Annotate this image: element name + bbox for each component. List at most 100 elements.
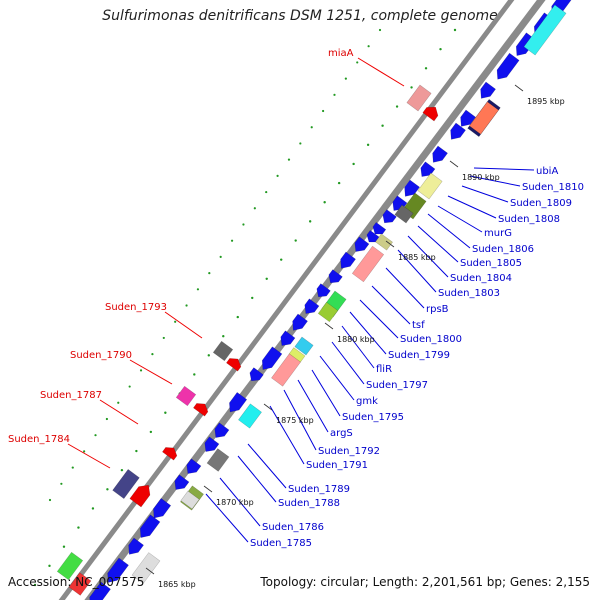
gc-dot-9: [323, 201, 326, 204]
gene-blue-5: [460, 109, 476, 127]
gene-green-2: [56, 551, 84, 581]
gc-dot-21: [149, 430, 153, 434]
label-blue-argS: argS: [330, 428, 353, 439]
gc-dot-outer-10: [265, 190, 268, 194]
gc-dot-3: [410, 86, 413, 89]
gc-dot-0: [453, 28, 457, 32]
gene-blue-21: [261, 346, 283, 370]
leader-red-0: [357, 57, 405, 87]
gc-dot-outer-19: [162, 336, 165, 340]
gc-dot-5: [381, 124, 384, 127]
gc-dot-14: [251, 296, 254, 300]
gc-dot-outer-25: [94, 434, 97, 437]
gc-dot-4: [395, 105, 399, 108]
leader-blue-10: [371, 285, 411, 325]
gc-dot-outer-18: [174, 320, 177, 323]
label-blue-Suden_1795: Suden_1795: [342, 412, 404, 423]
label-red-Suden_1787: Suden_1787: [40, 390, 102, 401]
label-blue-Suden_1792: Suden_1792: [318, 446, 380, 457]
tick-label-0: 1895 kbp: [527, 97, 565, 106]
summary-text: Topology: circular; Length: 2,201,561 bp…: [260, 575, 590, 589]
gc-dot-25: [91, 507, 95, 510]
gene-blue-11: [382, 209, 397, 224]
gene-blue-9: [404, 179, 420, 197]
leader-blue-11: [359, 299, 399, 339]
gc-dot-outer-6: [310, 126, 313, 129]
label-blue-murG: murG: [484, 228, 512, 239]
leader-blue-21: [237, 455, 277, 503]
tick-mark-2: [385, 240, 395, 248]
gc-dot-outer-21: [139, 369, 143, 372]
gc-dot-12: [280, 258, 283, 261]
label-blue-tsf: tsf: [412, 320, 425, 331]
gc-dot-outer-13: [230, 239, 234, 242]
gene-khaki: [375, 233, 393, 251]
leader-blue-9: [385, 267, 425, 309]
gene-white-1: [180, 490, 200, 510]
gene-blue-27: [174, 474, 190, 490]
gene-lime: [317, 301, 339, 323]
gc-dot-2: [424, 67, 428, 70]
label-blue-Suden_1803: Suden_1803: [438, 288, 500, 299]
gc-dot-outer-22: [128, 385, 131, 388]
gene-red-2: [68, 572, 92, 596]
gc-dot-18: [193, 373, 196, 376]
gc-dot-outer-0: [378, 28, 382, 32]
gene-blue-18: [304, 298, 320, 314]
label-blue-Suden_1808: Suden_1808: [498, 214, 560, 225]
gene-blue-13: [366, 230, 381, 243]
gc-dot-outer-9: [276, 174, 279, 177]
gene-purple: [112, 469, 140, 499]
gene-blue-3: [496, 52, 520, 80]
gc-dot-28: [48, 564, 51, 568]
gc-dot-outer-3: [344, 77, 347, 80]
tick-mark-1: [449, 160, 459, 168]
gene-blue-25: [204, 436, 220, 452]
gene-blue-7: [432, 145, 448, 163]
gene-blue-8: [420, 161, 436, 177]
gene-blue-32: [89, 581, 111, 600]
label-blue-Suden_1786: Suden_1786: [262, 522, 324, 533]
label-blue-Suden_1804: Suden_1804: [450, 273, 512, 284]
tick-mark-4: [263, 403, 273, 411]
gc-dot-22: [135, 449, 138, 453]
label-blue-Suden_1805: Suden_1805: [460, 258, 522, 269]
leader-blue-23: [205, 493, 249, 543]
gc-dot-outer-7: [299, 142, 302, 145]
label-red-Suden_1793: Suden_1793: [105, 302, 167, 313]
leader-red-4: [67, 443, 111, 469]
gc-dot-29: [33, 583, 37, 587]
gene-yellow: [417, 172, 443, 200]
label-blue-Suden_1789: Suden_1789: [288, 484, 350, 495]
gc-dot-outer-16: [196, 288, 200, 291]
gene-blue-15: [340, 251, 356, 269]
gc-dot-23: [120, 468, 124, 472]
gene-blue-28: [153, 498, 172, 519]
label-blue-Suden_1788: Suden_1788: [278, 498, 340, 509]
gene-cyan-3: [238, 403, 262, 429]
gc-dot-16: [222, 335, 225, 338]
leader-blue-19: [269, 405, 305, 465]
leader-blue-15: [319, 355, 355, 401]
label-blue-Suden_1800: Suden_1800: [400, 334, 462, 345]
gc-dots: [33, 28, 457, 587]
gc-dot-8: [337, 181, 341, 185]
gene-pink-1: [351, 245, 385, 283]
leader-red-2: [129, 359, 173, 385]
gene-red-1793: [226, 358, 242, 372]
tick-label-2: 1885 kbp: [398, 253, 436, 262]
tick-label-5: 1870 kbp: [216, 498, 254, 507]
gc-dot-outer-28: [60, 482, 63, 485]
label-blue-rpsB: rpsB: [426, 304, 449, 315]
leader-blue-3: [447, 195, 497, 219]
gene-cyan-top: [523, 4, 567, 56]
gene-blue-30: [128, 537, 144, 555]
leader-blue-8: [397, 249, 437, 293]
gene-blue-23: [229, 392, 248, 413]
gc-dot-17: [207, 354, 210, 357]
leader-blue-0: [473, 167, 535, 171]
leader-blue-16: [311, 369, 341, 417]
gene-red-1784: [129, 484, 151, 508]
leader-blue-1: [469, 175, 521, 187]
gc-dot-27: [62, 545, 66, 548]
